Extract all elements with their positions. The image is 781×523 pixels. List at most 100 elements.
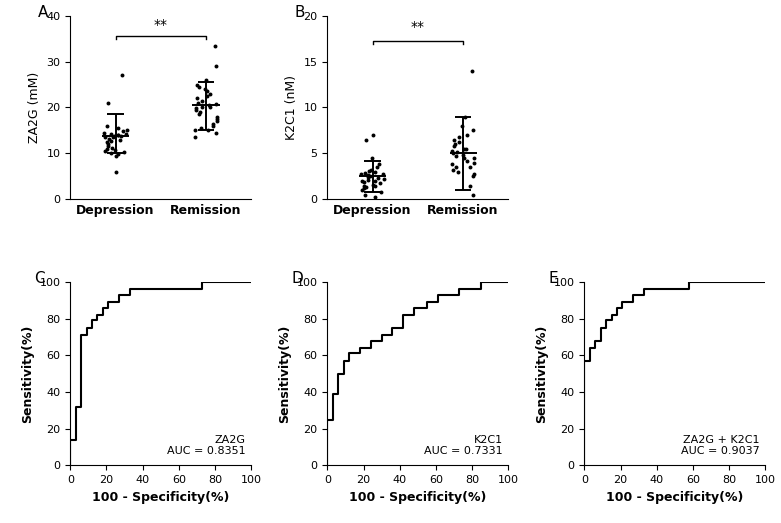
Point [362, 171, 374, 179]
Point [363, 167, 376, 175]
Point [362, 176, 374, 184]
Point [120, 126, 133, 134]
Point [106, 144, 119, 152]
Point [211, 117, 223, 126]
Point [455, 122, 468, 130]
Point [207, 122, 219, 130]
Point [468, 169, 480, 178]
Point [358, 190, 371, 199]
Point [110, 152, 123, 160]
Point [209, 41, 222, 50]
Point [112, 130, 124, 139]
Point [375, 188, 387, 196]
Point [206, 119, 219, 128]
Point [467, 190, 480, 199]
Point [355, 177, 368, 185]
Point [196, 103, 209, 111]
Point [466, 66, 479, 75]
Point [192, 110, 205, 119]
Point [210, 112, 223, 121]
Point [108, 132, 120, 141]
Y-axis label: Sensitivity(%): Sensitivity(%) [535, 324, 548, 423]
Point [102, 140, 114, 149]
Point [102, 134, 115, 143]
Point [450, 152, 462, 161]
Point [366, 154, 378, 162]
Point [449, 163, 462, 172]
Point [190, 106, 202, 114]
Text: A: A [37, 5, 48, 20]
Point [112, 150, 124, 158]
Point [210, 99, 223, 108]
Point [369, 177, 381, 185]
Point [467, 154, 480, 162]
Point [112, 131, 124, 139]
Point [116, 71, 129, 79]
Point [457, 151, 469, 160]
Text: K2C1
AUC = 0.7331: K2C1 AUC = 0.7331 [424, 435, 503, 456]
Point [189, 133, 201, 142]
Text: **: ** [154, 18, 168, 32]
Point [102, 99, 115, 107]
X-axis label: 100 - Specificity(%): 100 - Specificity(%) [606, 491, 744, 504]
Point [355, 170, 368, 179]
Text: C: C [34, 271, 45, 286]
Point [200, 92, 212, 100]
Point [358, 178, 370, 186]
Point [191, 81, 203, 89]
Point [109, 167, 122, 176]
Point [202, 101, 215, 109]
Point [204, 104, 216, 112]
Point [211, 115, 223, 123]
Point [447, 149, 459, 157]
Y-axis label: ZA2G (mM): ZA2G (mM) [28, 72, 41, 143]
Text: B: B [294, 5, 305, 20]
Point [446, 160, 458, 168]
Point [99, 147, 112, 155]
Point [106, 133, 119, 142]
Point [448, 166, 460, 174]
Point [367, 180, 380, 189]
Point [377, 169, 390, 178]
Point [359, 168, 372, 177]
Point [114, 135, 127, 144]
Point [358, 181, 371, 190]
Point [359, 135, 372, 144]
Point [452, 138, 465, 146]
Text: **: ** [411, 20, 425, 34]
Point [204, 89, 216, 98]
Point [105, 137, 117, 145]
Point [189, 126, 201, 134]
Point [195, 124, 208, 132]
Y-axis label: Sensitivity(%): Sensitivity(%) [278, 324, 291, 423]
Point [459, 112, 472, 121]
Point [458, 144, 470, 153]
Point [102, 142, 114, 151]
Point [446, 146, 458, 155]
Point [200, 76, 212, 84]
Text: ZA2G
AUC = 0.8351: ZA2G AUC = 0.8351 [167, 435, 246, 456]
Point [98, 129, 110, 137]
Point [449, 140, 462, 149]
Point [118, 149, 130, 157]
Point [117, 127, 130, 135]
Point [198, 85, 211, 93]
Point [448, 142, 461, 150]
Point [109, 145, 121, 154]
Point [102, 144, 114, 153]
Text: D: D [291, 271, 303, 286]
Point [356, 186, 369, 194]
Point [359, 183, 372, 191]
Point [194, 108, 207, 116]
Point [452, 167, 465, 176]
Point [372, 174, 384, 183]
Point [98, 133, 111, 141]
Text: E: E [548, 271, 558, 286]
Point [459, 144, 472, 153]
Point [115, 132, 127, 140]
Point [468, 158, 480, 167]
Point [377, 175, 390, 183]
Point [371, 163, 383, 172]
Y-axis label: K2C1 (nM): K2C1 (nM) [285, 75, 298, 140]
Point [195, 96, 208, 105]
